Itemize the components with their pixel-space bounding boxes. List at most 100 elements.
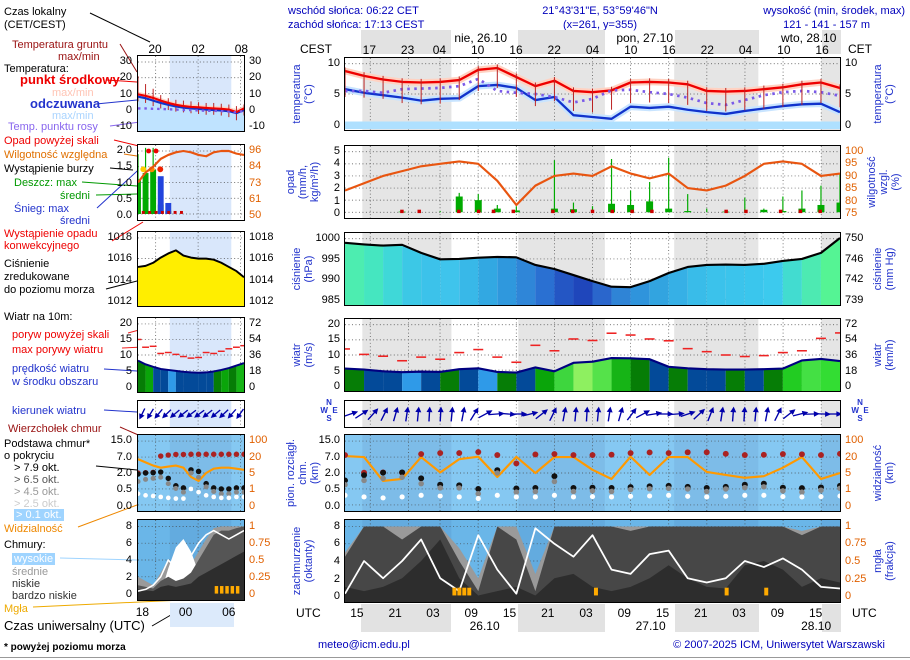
baza-axis-label-right: widzialność (km) <box>872 444 896 502</box>
baza-tick-left-1: 7.0 <box>116 450 132 463</box>
utc-hour-6: 03 <box>579 606 593 620</box>
wiatr-tick-left-0: 20 <box>119 317 132 330</box>
cest-hour-6: 04 <box>585 43 600 57</box>
legend-widzialnosc: Widzialność <box>4 523 63 535</box>
opad-tick-left-2: 3 <box>333 169 340 182</box>
opad-tick-right-0: 100 <box>845 144 864 157</box>
temp-axis-label-right: temperatura (°C) <box>872 64 896 124</box>
opad-tick-right-4: 80 <box>845 194 858 207</box>
legend-cisnienie-l2: zredukowane <box>4 271 70 283</box>
panel-opad <box>344 145 841 219</box>
cest-hour-1: 23 <box>400 43 415 57</box>
utc-date-1: 27.10 <box>635 619 666 633</box>
panel-temp-chart <box>138 56 244 131</box>
cisnienie-tick-left-2: 1014 <box>107 273 132 286</box>
mini-top-hour-2: 08 <box>234 42 249 56</box>
legend-okt-25: > 2.5 okt. <box>14 498 60 510</box>
cest-hour-8: 16 <box>662 43 676 57</box>
panel-chmury-chart <box>138 520 244 600</box>
sunrise-text: wschód słońca: 06:22 CET <box>288 5 419 17</box>
legend-opad-konw-2: konwekcyjnego <box>4 240 80 252</box>
chmury-tick-left-4: 0 <box>333 590 340 603</box>
panel-temp-chart <box>345 58 840 130</box>
baza-tick-right-2: 5 <box>249 467 256 479</box>
temp-axis-label-left: temperatura (°C) <box>291 64 315 124</box>
temp-tick-right-2: 0 <box>845 119 852 132</box>
panel-kierunek-chart <box>138 401 244 427</box>
panel-wiatr <box>344 318 841 392</box>
baza-tick-left-3: 0.5 <box>324 483 340 496</box>
utc-hour-2: 03 <box>426 606 440 620</box>
temp-tick-left-0: 10 <box>327 56 340 69</box>
cisnienie-tick-left-0: 1000 <box>315 231 340 244</box>
email-link[interactable]: meteo@icm.edu.pl <box>318 639 410 651</box>
chmury-tick-left-0: 8 <box>125 519 132 532</box>
legend-predkosc-wiatru: prędkość wiatru <box>12 363 90 375</box>
opad-tick-right-4: 50 <box>249 208 262 221</box>
baza-tick-left-3: 0.5 <box>116 483 132 496</box>
altitude-label: wysokość (min, środek, max) <box>763 5 905 17</box>
wiatr-axis-label-right: wiatr (km/h) <box>872 339 896 371</box>
chmury-tick-right-3: 0.25 <box>249 571 271 584</box>
cisnienie-tick-right-1: 746 <box>845 252 864 265</box>
baza-tick-right-4: 0 <box>845 499 852 512</box>
wiatr-axis-label-left: wiatr (m/s) <box>291 342 315 368</box>
opad-tick-left-1: 4 <box>333 157 340 170</box>
opad-tick-left-3: 2 <box>333 182 340 195</box>
baza-tick-right-2: 5 <box>845 467 852 479</box>
panel-baza <box>137 434 245 512</box>
temp-tick-right-1: 20 <box>249 71 262 84</box>
cest-hour-2: 04 <box>432 43 447 57</box>
mini-bottom-hour-1: 00 <box>178 605 193 619</box>
chmury-tick-left-3: 2 <box>125 571 132 584</box>
wiatr-tick-left-3: 5 <box>333 364 340 377</box>
wiatr-tick-left-4: 0 <box>125 380 132 393</box>
cisnienie-tick-right-3: 1012 <box>249 294 274 307</box>
temp-tick-left-2: 10 <box>119 87 132 100</box>
legend-odczuwana-maxmin: max/min <box>52 110 94 122</box>
legend-deszcz-sredni: średni <box>60 190 90 202</box>
baza-tick-right-0: 100 <box>249 434 268 447</box>
top-axis-night-strip-3 <box>822 30 841 54</box>
baza-tick-right-4: 0 <box>249 499 256 512</box>
wiatr-tick-right-0: 72 <box>845 317 858 330</box>
legend-punkt-rosy: Temp. punktu rosy <box>8 121 98 133</box>
opad-tick-left-0: 5 <box>333 144 340 157</box>
cest-hour-3: 10 <box>471 43 485 57</box>
chmury-tick-right-4: 0 <box>845 590 852 603</box>
day-label-0: nie, 26.10 <box>454 31 508 45</box>
legend-poryw-powyzej: poryw powyżej skali <box>12 329 110 341</box>
legend-temp-gruntu: Temperatura gruntu <box>12 39 108 51</box>
utc-hour-5: 21 <box>541 606 555 620</box>
legend-w-srodku: w środku obszaru <box>12 376 99 388</box>
panel-wiatr <box>137 317 245 393</box>
chmury-tick-right-0: 1 <box>845 519 852 532</box>
legend-opad-powyzej: Opad powyżej skali <box>4 135 99 147</box>
legend-podstawa-chmur: Podstawa chmur* <box>4 438 91 450</box>
chmury-tick-left-3: 2 <box>333 572 340 585</box>
wiatr-tick-left-1: 15 <box>119 333 132 346</box>
opad-tick-right-0: 96 <box>249 144 262 157</box>
legend-odczuwana: odczuwana <box>30 96 101 111</box>
mini-bottom-hour-2: 06 <box>222 605 236 619</box>
temp-tick-left-2: 0 <box>333 119 340 132</box>
wiatr-tick-right-4: 0 <box>249 380 256 393</box>
legend-okt-79: > 7.9 okt. <box>14 462 60 474</box>
utc-date-2: 28.10 <box>801 619 832 633</box>
temp-tick-left-1: 5 <box>333 88 340 100</box>
panel-kierunek <box>137 400 245 428</box>
cisnienie-tick-left-1: 995 <box>321 252 340 265</box>
baza-tick-left-4: 0.0 <box>324 499 340 512</box>
panel-baza-chart <box>138 435 244 511</box>
panel-kierunek-chart <box>345 401 840 427</box>
top-axis-night-strip-2 <box>674 30 759 54</box>
top-axis-night-strip-1 <box>517 30 605 54</box>
chmury-tick-left-4: 0 <box>125 588 132 601</box>
legend-snieg-sredni: średni <box>60 215 90 227</box>
opad-tick-left-1: 1.5 <box>116 160 132 173</box>
cest-hour-11: 10 <box>777 43 791 57</box>
cest-hour-7: 10 <box>624 43 638 57</box>
panel-baza <box>344 434 841 512</box>
cisnienie-tick-right-0: 750 <box>845 231 864 244</box>
